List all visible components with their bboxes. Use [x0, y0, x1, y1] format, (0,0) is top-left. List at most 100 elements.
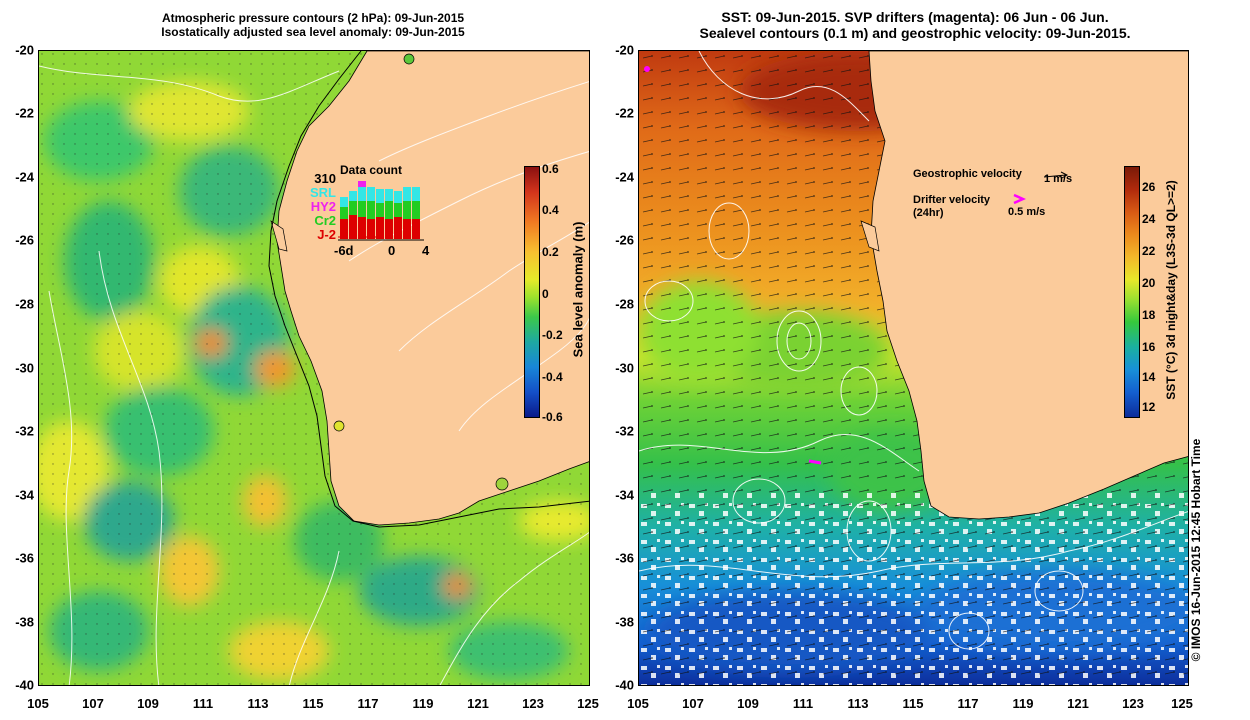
right-y-tick: -26: [615, 232, 634, 248]
left-y-tick: -30: [15, 360, 34, 376]
data-count-xlabel-start: -6d: [334, 243, 354, 258]
right-y-tick: -40: [615, 677, 634, 693]
left-y-tick: -32: [15, 423, 34, 439]
right-panel-title: SST: 09-Jun-2015. SVP drifters (magenta)…: [640, 9, 1190, 41]
geo-velocity-scale: 1 m/s: [1044, 173, 1073, 185]
sat-label-srl: SRL: [310, 185, 336, 200]
sst-tick-18: 18: [1142, 308, 1156, 322]
left-x-tick: 115: [302, 696, 324, 711]
data-count-chart: [338, 181, 424, 241]
data-count-inset: Data count 310 SRL HY2 Cr2 J-2 -6d 0 4: [296, 163, 436, 263]
right-y-tick: -34: [615, 487, 634, 503]
left-y-tick: -20: [15, 42, 34, 58]
right-x-tick: 105: [627, 696, 649, 711]
sat-label-hy2: HY2: [310, 199, 336, 214]
geo-velocity-label: Geostrophic velocity: [913, 168, 1022, 180]
drifter-marker: [644, 66, 650, 72]
drifter-arrow-icon: [1012, 192, 1027, 205]
australia-land: [276, 51, 589, 526]
sla-tick-neg0.6: -0.6: [542, 410, 563, 424]
australia-land: [868, 51, 1188, 520]
drifter-track: [808, 459, 822, 465]
left-y-tick: -24: [15, 169, 34, 185]
sat-label-310: 310: [314, 171, 336, 186]
sst-colorbar: [1124, 166, 1140, 418]
right-x-tick: 125: [1171, 696, 1193, 711]
left-x-tick: 105: [27, 696, 49, 711]
sst-tick-20: 20: [1142, 276, 1156, 290]
left-sea-level-map: [38, 50, 590, 686]
right-map-canvas: [639, 51, 1188, 685]
right-x-tick: 109: [737, 696, 759, 711]
tide-gauge-marker: [333, 420, 345, 432]
drifter-velocity-sub: (24hr): [913, 207, 944, 219]
right-x-tick: 117: [957, 696, 979, 711]
sea-level-colorbar: [524, 166, 540, 418]
shelf-contour: [268, 51, 589, 528]
sla-tick-neg0.2: -0.2: [542, 328, 563, 342]
right-y-tick: -32: [615, 423, 634, 439]
left-title-line1: Atmospheric pressure contours (2 hPa): 0…: [161, 11, 465, 25]
left-x-tick: 121: [467, 696, 489, 711]
drifter-velocity-scale: 0.5 m/s: [1008, 206, 1046, 218]
left-y-tick: -38: [15, 614, 34, 630]
left-y-tick: -34: [15, 487, 34, 503]
right-y-tick: -36: [615, 550, 634, 566]
left-x-tick: 113: [247, 696, 269, 711]
right-x-tick: 111: [792, 696, 814, 711]
left-y-tick: -22: [15, 105, 34, 121]
sst-tick-12: 12: [1142, 400, 1156, 414]
left-x-tick: 117: [357, 696, 379, 711]
left-title-line2: Isostatically adjusted sea level anomaly…: [161, 25, 465, 39]
left-panel-title: Atmospheric pressure contours (2 hPa): 0…: [38, 11, 588, 39]
left-y-tick: -40: [15, 677, 34, 693]
left-x-tick: 125: [577, 696, 599, 711]
data-count-title: Data count: [340, 163, 403, 177]
left-y-tick: -26: [15, 232, 34, 248]
left-y-tick: -36: [15, 550, 34, 566]
right-y-tick: -28: [615, 296, 634, 312]
data-count-xlabel-end: 4: [422, 243, 430, 258]
satellite-legend: 310 SRL HY2 Cr2 J-2: [296, 172, 336, 242]
sst-tick-22: 22: [1142, 244, 1156, 258]
left-map-canvas: [39, 51, 589, 685]
left-y-tick: -28: [15, 296, 34, 312]
right-x-tick: 115: [902, 696, 924, 711]
tide-gauge-marker: [403, 53, 415, 65]
right-y-tick: -30: [615, 360, 634, 376]
sst-tick-24: 24: [1142, 212, 1156, 226]
right-y-tick: -38: [615, 614, 634, 630]
sla-tick-neg0.4: -0.4: [542, 370, 563, 384]
right-sst-map: [638, 50, 1189, 686]
sla-tick-0: 0: [542, 287, 549, 301]
shark-bay: [860, 220, 880, 252]
right-x-tick: 107: [682, 696, 704, 711]
right-x-tick: 121: [1067, 696, 1089, 711]
sla-tick-0.6: 0.6: [542, 162, 559, 176]
right-x-tick: 119: [1012, 696, 1034, 711]
geo-velocity-arrow-icon: [1043, 168, 1070, 179]
sst-tick-16: 16: [1142, 340, 1156, 354]
right-title-line1: SST: 09-Jun-2015. SVP drifters (magenta)…: [721, 9, 1109, 25]
copyright-text: © IMOS 16-Jun-2015 12:45 Hobart Time: [1189, 438, 1203, 662]
left-x-tick: 109: [137, 696, 159, 711]
sat-label-cr2: Cr2: [314, 213, 336, 228]
right-title-line2: Sealevel contours (0.1 m) and geostrophi…: [699, 25, 1131, 41]
sst-colorbar-label: SST (°C) 3d night&day (L3S-3d QL>=2): [1164, 180, 1178, 400]
right-y-tick: -20: [615, 42, 634, 58]
pressure-contours: [39, 65, 589, 685]
left-x-tick: 107: [82, 696, 104, 711]
left-x-tick: 119: [412, 696, 434, 711]
sla-tick-0.2: 0.2: [542, 245, 559, 259]
sst-tick-14: 14: [1142, 370, 1156, 384]
right-y-tick: -22: [615, 105, 634, 121]
sst-tick-26: 26: [1142, 180, 1156, 194]
tide-gauge-marker: [495, 477, 509, 491]
sla-colorbar-label: Sea level anomaly (m): [570, 221, 586, 358]
right-x-tick: 123: [1122, 696, 1144, 711]
sealevel-contours: [639, 51, 1188, 650]
right-y-tick: -24: [615, 169, 634, 185]
data-count-xlabel-zero: 0: [388, 243, 396, 258]
sla-tick-0.4: 0.4: [542, 203, 559, 217]
drifter-velocity-label: Drifter velocity: [913, 194, 991, 206]
